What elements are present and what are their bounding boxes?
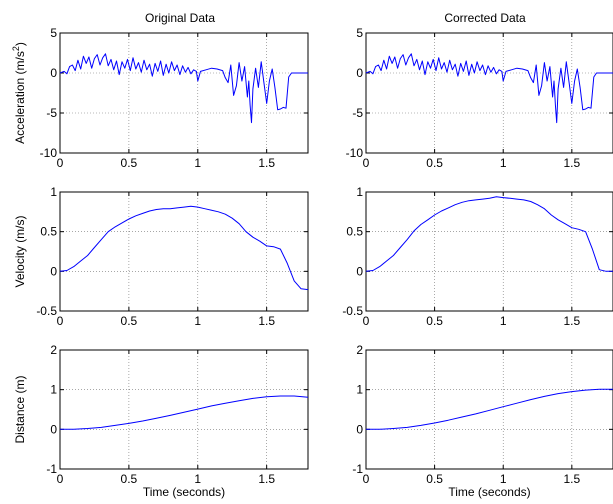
corrected-velocity-y-tick-label: 0 (356, 264, 363, 278)
original-distance-x-tick-label: 0.5 (121, 472, 138, 486)
original-distance-y-axis-label: Distance (m) (13, 375, 27, 443)
original-velocity-x-tick-label: 0.5 (121, 314, 138, 328)
original-acceleration-series-line (59, 53, 308, 124)
corrected-distance-series-line (366, 388, 613, 430)
original-acceleration-y-tick-label: -5 (46, 106, 57, 120)
corrected-distance-y-tick-label: 2 (356, 343, 363, 357)
original-data-title: Original Data (145, 11, 215, 25)
original-velocity-y-axis-label: Velocity (m/s) (13, 215, 27, 287)
original-velocity-y-tick-label: -0.5 (36, 304, 57, 318)
original-acceleration-x-tick-label: 0 (57, 156, 64, 170)
corrected-velocity-series-line (365, 196, 613, 272)
original-distance-y-tick-label: 0 (50, 422, 57, 436)
original-velocity-y-tick-label: 0.5 (40, 225, 57, 239)
original-acceleration-x-tick-label: 0.5 (121, 156, 138, 170)
corrected-distance-x-tick-label: 0.5 (426, 472, 443, 486)
corrected-velocity-panel: 0 0.5 1 1.5-0.500.51 (342, 185, 613, 328)
original-acceleration-plot-area (59, 32, 309, 154)
corrected-data-title: Corrected Data (444, 11, 526, 25)
original-velocity-x-tick-label: 1 (194, 314, 201, 328)
corrected-velocity-x-tick-label: 0 (363, 314, 370, 328)
corrected-velocity-plot-area (365, 191, 613, 312)
original-velocity-y-tick-label: 0 (50, 264, 57, 278)
original-distance-x-tick-label: 0 (57, 472, 64, 486)
corrected-acceleration-x-tick-label: 0.5 (426, 156, 443, 170)
corrected-acceleration-y-tick-label: 0 (356, 66, 363, 80)
corrected-velocity-x-tick-label: 1 (500, 314, 507, 328)
corrected-velocity-y-tick-label: 0.5 (346, 225, 363, 239)
corrected-distance-x-axis-label: Time (seconds) (448, 485, 530, 499)
original-acceleration-x-tick-label: 1 (194, 156, 201, 170)
original-distance-series-line (60, 395, 309, 430)
original-acceleration-y-tick-label: 5 (50, 26, 57, 40)
corrected-acceleration-x-tick-label: 0 (363, 156, 370, 170)
original-distance-plot-area (59, 349, 309, 470)
original-velocity-x-tick-label: 1.5 (258, 314, 275, 328)
corrected-acceleration-y-tick-label: 5 (356, 26, 363, 40)
corrected-velocity-x-tick-label: 0.5 (426, 314, 443, 328)
original-velocity-plot-area (59, 191, 309, 312)
original-acceleration-panel: 0 0.5 1 1.5 -10 -5 0 5 Acceleration (m/s2) (11, 26, 309, 170)
corrected-acceleration-panel: 0 0.5 1 1.5 -10 -5 0 5 (346, 26, 613, 170)
corrected-velocity-y-tick-label: 1 (356, 185, 363, 199)
corrected-acceleration-x-tick-label: 1.5 (563, 156, 580, 170)
original-acceleration-x-tick-label: 1.5 (258, 156, 275, 170)
corrected-distance-y-tick-label: 1 (356, 383, 363, 397)
original-distance-y-tick-label: 1 (50, 383, 57, 397)
original-velocity-x-tick-label: 0 (57, 314, 64, 328)
original-distance-y-tick-label: -1 (46, 462, 57, 476)
corrected-acceleration-y-tick-label: -5 (352, 106, 363, 120)
corrected-distance-plot-area (365, 349, 613, 470)
original-acceleration-y-tick-label: 0 (50, 66, 57, 80)
corrected-distance-y-tick-label: 0 (356, 422, 363, 436)
corrected-velocity-y-tick-label: -0.5 (342, 304, 363, 318)
corrected-acceleration-y-tick-label: -10 (346, 146, 364, 160)
original-distance-x-tick-label: 1 (194, 472, 201, 486)
corrected-acceleration-x-tick-label: 1 (500, 156, 507, 170)
corrected-acceleration-plot-area (365, 32, 613, 154)
original-acceleration-y-tick-label: -10 (40, 146, 58, 160)
original-distance-x-axis-label: Time (seconds) (143, 485, 225, 499)
corrected-distance-x-tick-label: 1 (500, 472, 507, 486)
corrected-velocity-x-tick-label: 1.5 (563, 314, 580, 328)
original-velocity-y-tick-label: 1 (50, 185, 57, 199)
original-acceleration-y-axis-label: Acceleration (m/s2) (11, 42, 27, 144)
corrected-acceleration-series-line (365, 53, 613, 124)
original-distance-y-tick-label: 2 (50, 343, 57, 357)
original-distance-x-tick-label: 1.5 (258, 472, 275, 486)
original-velocity-series-line (59, 205, 309, 291)
corrected-distance-x-tick-label: 1.5 (563, 472, 580, 486)
corrected-distance-x-tick-label: 0 (363, 472, 370, 486)
corrected-distance-y-tick-label: -1 (352, 462, 363, 476)
